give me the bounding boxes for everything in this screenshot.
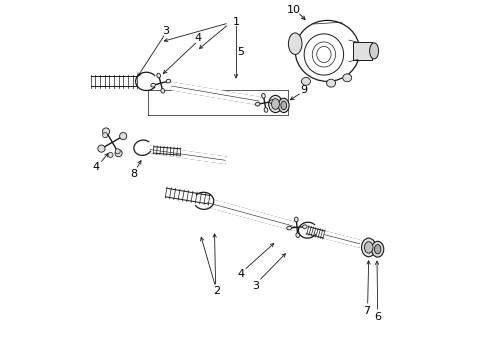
Ellipse shape (278, 98, 289, 113)
Circle shape (115, 149, 120, 154)
Polygon shape (149, 146, 226, 163)
Polygon shape (323, 231, 361, 247)
Ellipse shape (151, 84, 155, 87)
Text: 3: 3 (252, 281, 259, 291)
Ellipse shape (371, 241, 384, 257)
Polygon shape (206, 199, 296, 230)
Text: 1: 1 (233, 17, 240, 27)
Text: 10: 10 (287, 5, 300, 15)
Text: 6: 6 (374, 312, 381, 322)
Circle shape (120, 132, 127, 140)
Ellipse shape (362, 238, 376, 257)
Text: 2: 2 (213, 286, 220, 296)
Text: 4: 4 (195, 33, 202, 43)
Text: 4: 4 (237, 269, 244, 279)
Polygon shape (307, 227, 325, 238)
Bar (353, 42, 372, 60)
Ellipse shape (264, 108, 268, 112)
Circle shape (102, 133, 108, 138)
Ellipse shape (326, 79, 336, 87)
Ellipse shape (374, 244, 381, 254)
Ellipse shape (262, 94, 265, 98)
Circle shape (98, 145, 105, 152)
Ellipse shape (166, 79, 171, 83)
Ellipse shape (157, 73, 161, 78)
Ellipse shape (271, 99, 279, 109)
Ellipse shape (296, 233, 299, 238)
Text: 4: 4 (93, 162, 100, 172)
Circle shape (102, 128, 110, 135)
Ellipse shape (294, 217, 298, 222)
Text: 9: 9 (300, 85, 308, 95)
Ellipse shape (161, 89, 165, 93)
Ellipse shape (301, 77, 311, 85)
Ellipse shape (343, 74, 352, 82)
Polygon shape (171, 82, 260, 105)
Circle shape (108, 152, 113, 157)
Ellipse shape (302, 225, 307, 229)
Ellipse shape (269, 95, 282, 113)
Text: 7: 7 (364, 306, 370, 316)
Polygon shape (91, 76, 137, 86)
Polygon shape (153, 147, 181, 155)
Text: 5: 5 (237, 46, 244, 57)
Ellipse shape (369, 43, 379, 59)
Circle shape (115, 150, 122, 157)
Ellipse shape (289, 33, 302, 54)
Polygon shape (166, 188, 210, 204)
Text: 8: 8 (130, 168, 137, 179)
Ellipse shape (365, 242, 373, 253)
Ellipse shape (270, 100, 274, 103)
Ellipse shape (255, 102, 260, 106)
Ellipse shape (281, 101, 287, 110)
Ellipse shape (287, 226, 292, 230)
Text: 3: 3 (163, 26, 170, 36)
